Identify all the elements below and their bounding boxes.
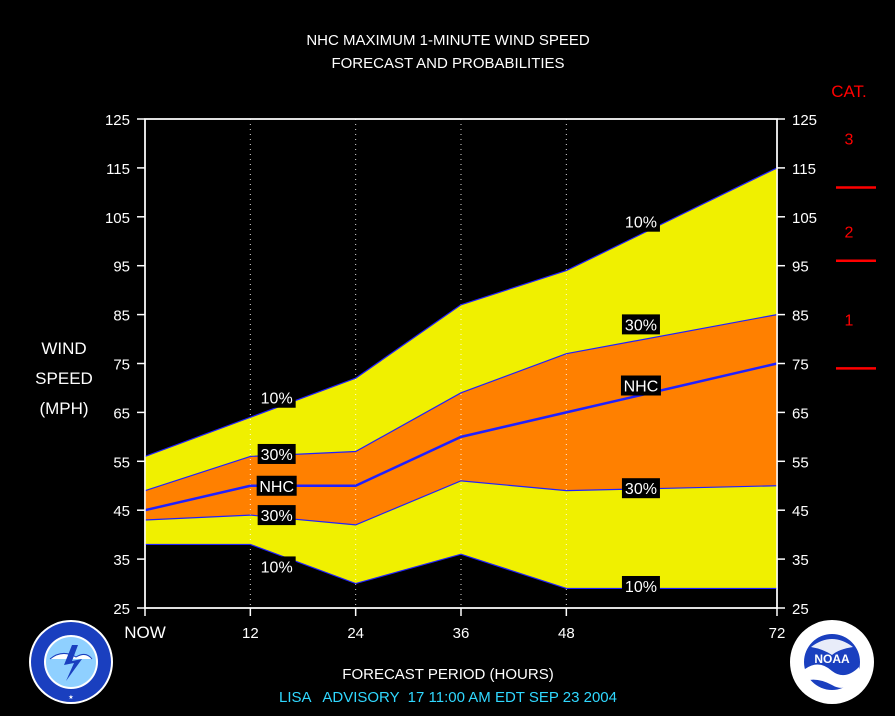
y-tick-label-right-55: 55 [792,454,809,471]
data-label-bg-3 [257,505,296,526]
y-tick-label-right-95: 95 [792,259,809,276]
y-tick-label-right-115: 115 [792,161,816,178]
y-tick-label-right-85: 85 [792,308,809,325]
y-tick-label-left-35: 35 [113,552,130,569]
data-label-bg-9 [621,575,660,596]
data-label-bg-1 [257,443,296,464]
series-line-upper-10 [144,167,778,457]
data-label-9: 10% [625,579,657,596]
data-label-bg-2 [256,475,297,496]
data-label-4: 10% [261,559,293,576]
chart-subtitle: FORECAST AND PROBABILITIES [331,55,564,72]
data-label-0: 10% [261,391,293,408]
series-line-lower-30 [144,480,778,526]
y-tick-label-left-105: 105 [105,210,130,227]
x-axis-label: FORECAST PERIOD (HOURS) [342,666,553,683]
nws-logo-icon: ★ [28,619,114,705]
data-label-3: 30% [261,508,293,525]
y-tick-label-left-45: 45 [113,503,130,520]
y-tick-label-left-55: 55 [113,454,130,471]
noaa-logo-icon: NOAA [789,619,875,705]
y-tick-label-left-65: 65 [113,405,130,422]
y-axis-label-line1: WIND [41,339,86,358]
x-tick-label-24: 24 [347,625,364,642]
advisory-footer: LISA ADVISORY 17 11:00 AM EDT SEP 23 200… [279,689,617,706]
data-label-7: NHC [624,379,659,396]
category-header: CAT. [831,82,867,101]
y-tick-label-right-45: 45 [792,503,809,520]
y-tick-label-right-65: 65 [792,405,809,422]
data-label-bg-8 [621,478,660,499]
data-label-bg-5 [621,211,660,232]
svg-text:NOAA: NOAA [814,652,850,666]
data-label-bg-6 [621,314,660,335]
data-label-8: 30% [625,481,657,498]
y-tick-label-right-125: 125 [792,112,817,129]
y-tick-label-left-125: 125 [105,112,130,129]
y-tick-label-left-85: 85 [113,308,130,325]
data-label-bg-0 [257,387,296,408]
series-line-upper-30 [144,314,778,492]
category-label-3: 3 [845,132,854,149]
chart-title: NHC MAXIMUM 1-MINUTE WIND SPEED [306,32,590,49]
y-tick-label-right-25: 25 [792,601,809,618]
x-tick-label-NOW: NOW [124,623,166,642]
data-label-1: 30% [261,447,293,464]
y-tick-label-left-115: 115 [106,161,130,178]
y-tick-label-right-105: 105 [792,210,817,227]
category-label-1: 1 [845,312,854,329]
x-tick-label-12: 12 [242,625,259,642]
data-label-2: NHC [259,479,294,496]
x-tick-label-48: 48 [558,625,575,642]
data-label-5: 10% [625,215,657,232]
svg-text:★: ★ [68,694,73,701]
x-tick-label-72: 72 [769,625,786,642]
y-tick-label-left-95: 95 [113,259,130,276]
series-line-lower-10 [145,543,777,590]
y-tick-label-right-75: 75 [792,357,809,374]
x-tick-label-36: 36 [453,625,470,642]
data-label-bg-7 [620,375,661,396]
y-axis-label-line2: SPEED [35,369,93,388]
data-label-bg-4 [257,556,296,577]
y-tick-label-left-75: 75 [113,357,130,374]
y-axis-label-line3: (MPH) [39,399,88,418]
data-label-6: 30% [625,317,657,334]
y-tick-label-left-25: 25 [113,601,130,618]
series-line-nhc [144,362,778,512]
category-label-2: 2 [845,224,854,241]
y-tick-label-right-35: 35 [792,552,809,569]
